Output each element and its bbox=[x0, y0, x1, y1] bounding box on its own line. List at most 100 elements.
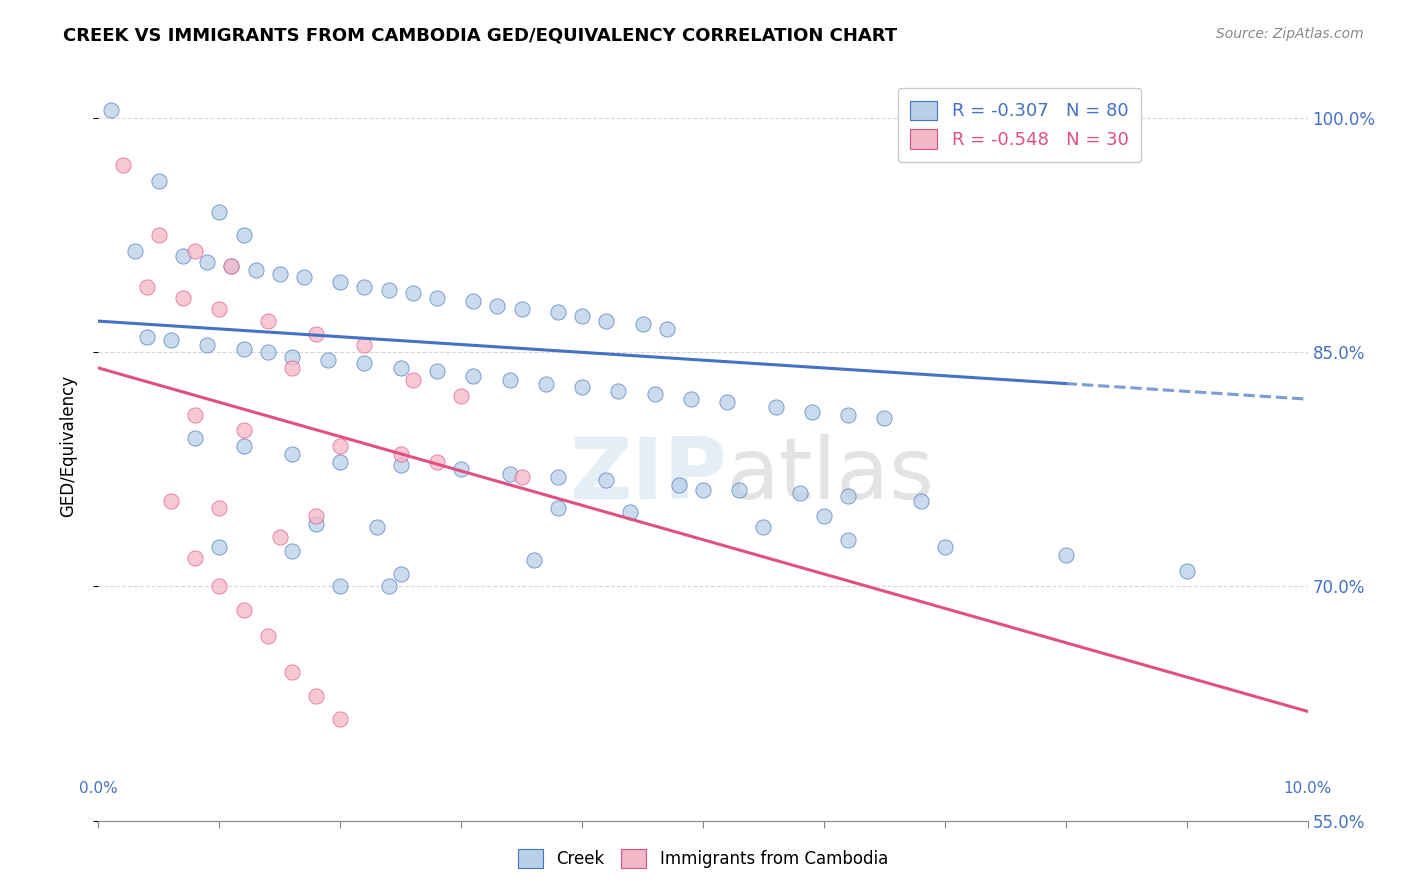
Point bbox=[232, 603, 254, 617]
Point bbox=[305, 517, 328, 532]
Point bbox=[837, 489, 859, 503]
Point bbox=[728, 483, 751, 497]
Point bbox=[281, 361, 304, 376]
Point bbox=[377, 580, 399, 594]
Point bbox=[329, 275, 352, 289]
Point bbox=[353, 337, 375, 351]
Point bbox=[534, 376, 557, 391]
Point bbox=[450, 462, 472, 476]
Point bbox=[389, 361, 412, 376]
Point bbox=[281, 665, 304, 680]
Point bbox=[245, 262, 267, 277]
Point bbox=[366, 520, 388, 534]
Point bbox=[281, 447, 304, 461]
Point bbox=[619, 505, 641, 519]
Point bbox=[160, 333, 183, 347]
Point bbox=[100, 103, 122, 118]
Point bbox=[1175, 564, 1198, 578]
Point bbox=[232, 423, 254, 437]
Point bbox=[329, 439, 352, 453]
Point bbox=[148, 174, 170, 188]
Point bbox=[232, 228, 254, 243]
Point bbox=[426, 454, 449, 468]
Point bbox=[498, 467, 520, 482]
Text: ZIP: ZIP bbox=[569, 434, 727, 517]
Point bbox=[269, 530, 291, 544]
Point bbox=[837, 533, 859, 547]
Point bbox=[329, 712, 352, 726]
Point bbox=[135, 280, 157, 294]
Point bbox=[195, 254, 218, 268]
Point bbox=[160, 493, 183, 508]
Point bbox=[305, 326, 328, 341]
Point bbox=[789, 485, 811, 500]
Point bbox=[571, 380, 593, 394]
Point bbox=[595, 314, 617, 328]
Legend: Creek, Immigrants from Cambodia: Creek, Immigrants from Cambodia bbox=[512, 843, 894, 875]
Text: 10.0%: 10.0% bbox=[1284, 781, 1331, 796]
Point bbox=[221, 260, 243, 274]
Point bbox=[172, 291, 194, 305]
Point bbox=[389, 458, 412, 472]
Y-axis label: GED/Equivalency: GED/Equivalency bbox=[59, 375, 77, 517]
Point bbox=[269, 268, 291, 282]
Point bbox=[148, 228, 170, 243]
Point bbox=[232, 343, 254, 357]
Point bbox=[172, 248, 194, 262]
Point bbox=[256, 345, 278, 359]
Point bbox=[208, 580, 231, 594]
Point bbox=[111, 158, 134, 172]
Point bbox=[426, 364, 449, 378]
Point bbox=[184, 408, 207, 422]
Point bbox=[498, 374, 520, 388]
Point bbox=[692, 483, 714, 497]
Point bbox=[547, 305, 569, 319]
Point bbox=[353, 280, 375, 294]
Point bbox=[463, 293, 485, 308]
Point bbox=[281, 350, 304, 364]
Point bbox=[135, 330, 157, 344]
Point bbox=[329, 454, 352, 468]
Point bbox=[486, 298, 509, 313]
Legend: R = -0.307   N = 80, R = -0.548   N = 30: R = -0.307 N = 80, R = -0.548 N = 30 bbox=[897, 88, 1142, 162]
Point bbox=[934, 541, 956, 555]
Point bbox=[873, 410, 896, 425]
Point bbox=[644, 387, 666, 401]
Point bbox=[316, 353, 339, 368]
Point bbox=[184, 431, 207, 445]
Point bbox=[232, 439, 254, 453]
Point bbox=[426, 291, 449, 305]
Point bbox=[631, 317, 654, 331]
Point bbox=[716, 395, 738, 409]
Point bbox=[389, 567, 412, 582]
Point bbox=[256, 630, 278, 644]
Point bbox=[402, 374, 425, 388]
Point bbox=[208, 301, 231, 316]
Point bbox=[813, 509, 835, 524]
Point bbox=[510, 301, 533, 316]
Point bbox=[208, 541, 231, 555]
Point bbox=[510, 470, 533, 484]
Point bbox=[837, 408, 859, 422]
Point bbox=[463, 368, 485, 383]
Point bbox=[281, 543, 304, 558]
Point bbox=[679, 392, 702, 407]
Point bbox=[353, 356, 375, 370]
Point bbox=[402, 285, 425, 300]
Point bbox=[389, 447, 412, 461]
Point bbox=[607, 384, 630, 399]
Point bbox=[523, 553, 546, 567]
Point bbox=[752, 520, 775, 534]
Point bbox=[655, 322, 678, 336]
Point bbox=[547, 501, 569, 516]
Point bbox=[1054, 549, 1077, 563]
Text: atlas: atlas bbox=[727, 434, 935, 517]
Point bbox=[184, 244, 207, 258]
Point bbox=[305, 689, 328, 703]
Point bbox=[208, 205, 231, 219]
Point bbox=[800, 404, 823, 418]
Point bbox=[124, 244, 146, 258]
Point bbox=[668, 478, 690, 492]
Point bbox=[208, 501, 231, 516]
Point bbox=[765, 400, 787, 414]
